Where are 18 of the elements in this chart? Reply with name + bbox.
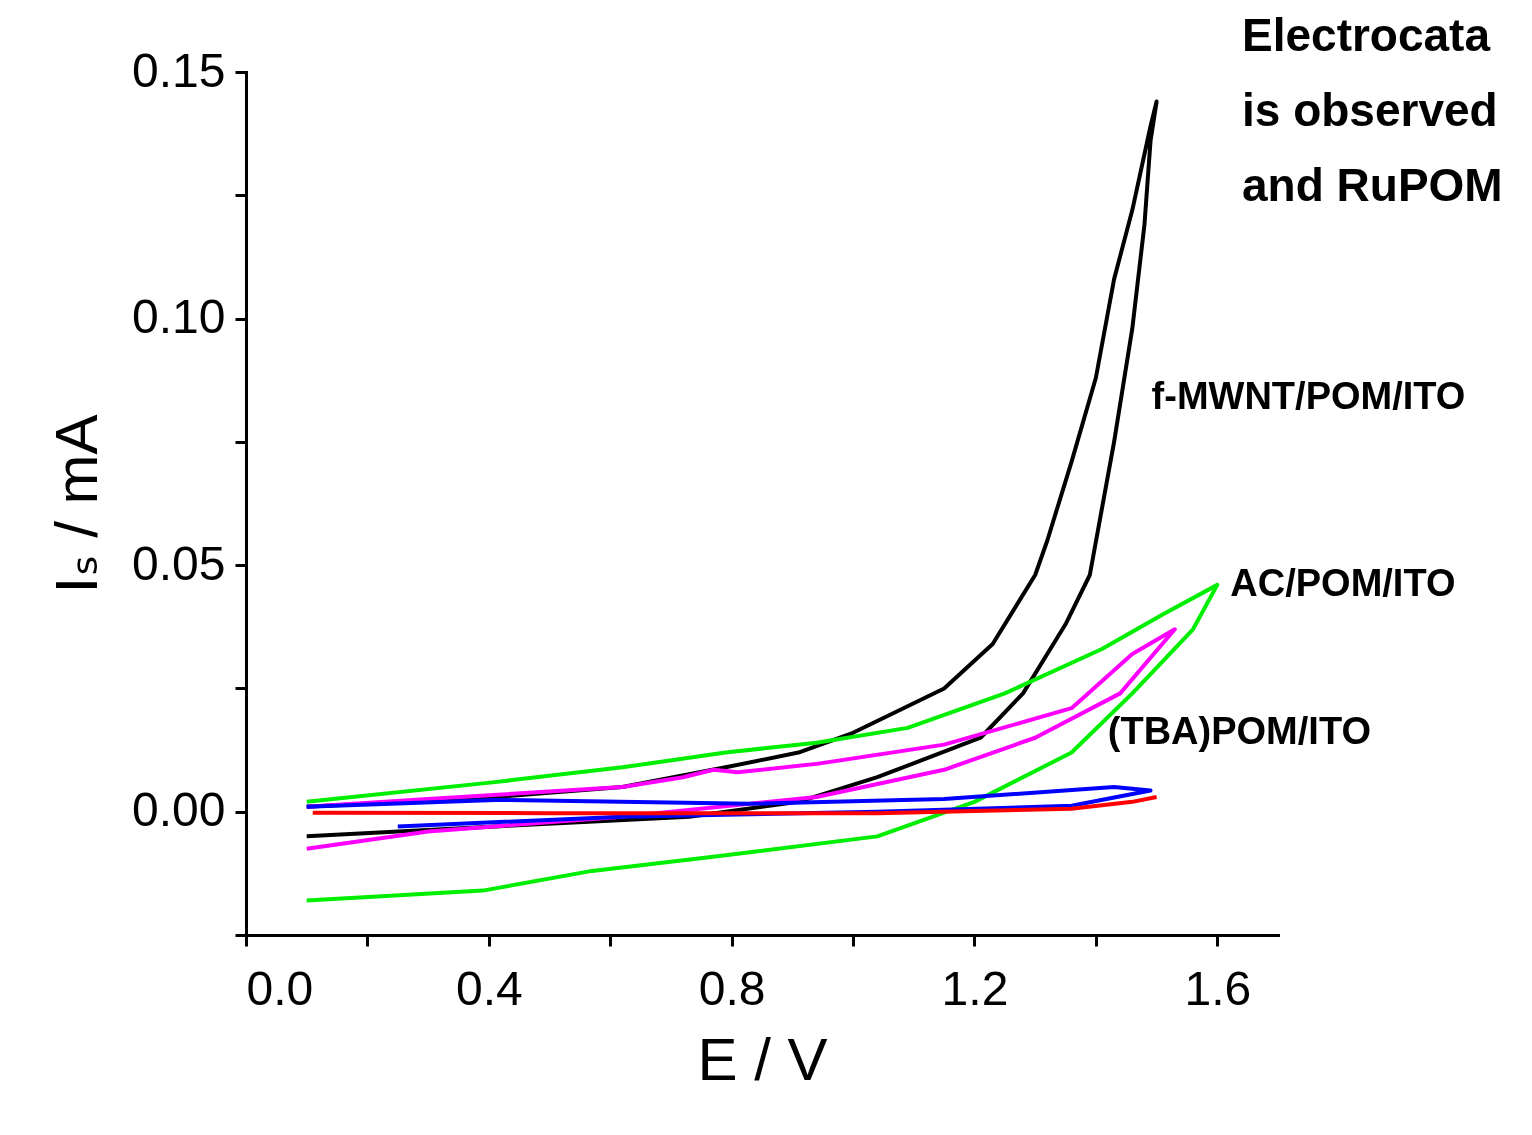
y-tick-label: 0.15	[132, 43, 226, 97]
annotation: and RuPOM	[1242, 159, 1503, 211]
y-tick-label: 0.05	[132, 536, 226, 590]
line-series	[310, 794, 1159, 816]
x-tick-label: 1.6	[1184, 961, 1252, 1015]
x-tick-label: 0.4	[455, 961, 523, 1015]
y-axis-title: Iₛ / mA	[43, 414, 111, 594]
y-tick-label: 0.10	[132, 290, 226, 344]
series-label: (TBA)POM/ITO	[1107, 710, 1371, 753]
text: Electrocata	[1242, 9, 1491, 61]
x-tick-label: 0.8	[698, 961, 766, 1015]
y-tick-label: 0.00	[132, 783, 226, 837]
series-label: AC/POM/ITO	[1230, 561, 1456, 604]
x-tick-label: 0.0	[246, 961, 314, 1015]
x-tick-label: 1.2	[941, 961, 1009, 1015]
annotation: is observed	[1242, 84, 1498, 136]
x-axis-title: E / V	[697, 1025, 828, 1093]
series-label: f-MWNT/POM/ITO	[1151, 374, 1466, 417]
